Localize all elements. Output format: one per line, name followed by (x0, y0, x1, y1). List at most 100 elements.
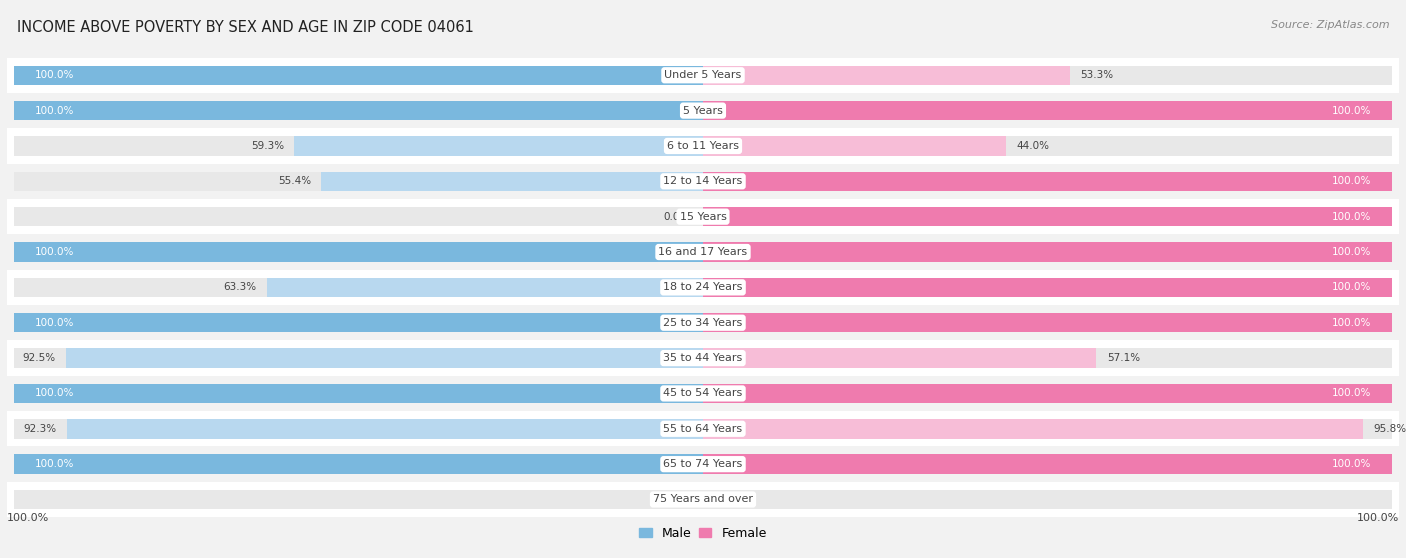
Bar (703, 384, 1392, 403)
Text: Source: ZipAtlas.com: Source: ZipAtlas.com (1271, 20, 1389, 30)
Bar (7, 376, 1399, 411)
Bar (7, 163, 1399, 199)
Bar (7, 340, 1399, 376)
Text: INCOME ABOVE POVERTY BY SEX AND AGE IN ZIP CODE 04061: INCOME ABOVE POVERTY BY SEX AND AGE IN Z… (17, 20, 474, 35)
Bar (14, 242, 703, 262)
Text: 92.5%: 92.5% (22, 353, 55, 363)
Bar (294, 136, 703, 156)
Bar (7, 93, 1399, 128)
Bar (703, 136, 1392, 156)
Text: 18 to 24 Years: 18 to 24 Years (664, 282, 742, 292)
Bar (703, 101, 1392, 121)
Text: 100.0%: 100.0% (35, 247, 75, 257)
Bar (14, 172, 703, 191)
Bar (14, 101, 703, 121)
Bar (7, 446, 1399, 482)
Text: 35 to 44 Years: 35 to 44 Years (664, 353, 742, 363)
Text: 75 Years and over: 75 Years and over (652, 494, 754, 504)
Bar (7, 305, 1399, 340)
Text: 45 to 54 Years: 45 to 54 Years (664, 388, 742, 398)
Bar (14, 348, 703, 368)
Bar (703, 454, 1392, 474)
Bar (703, 136, 1007, 156)
Text: Under 5 Years: Under 5 Years (665, 70, 741, 80)
Bar (703, 348, 1392, 368)
Bar (14, 419, 703, 439)
Text: 0.0%: 0.0% (717, 494, 742, 504)
Bar (267, 278, 703, 297)
Text: 100.0%: 100.0% (7, 513, 49, 523)
Text: 0.0%: 0.0% (664, 494, 689, 504)
Text: 25 to 34 Years: 25 to 34 Years (664, 318, 742, 328)
Text: 44.0%: 44.0% (1017, 141, 1049, 151)
Bar (14, 454, 703, 474)
Bar (14, 278, 703, 297)
Bar (703, 348, 1097, 368)
Text: 100.0%: 100.0% (1331, 211, 1371, 222)
Bar (703, 454, 1392, 474)
Text: 100.0%: 100.0% (1331, 176, 1371, 186)
Text: 53.3%: 53.3% (1081, 70, 1114, 80)
Text: 55.4%: 55.4% (278, 176, 311, 186)
Bar (703, 278, 1392, 297)
Text: 100.0%: 100.0% (35, 70, 75, 80)
Bar (703, 419, 1392, 439)
Bar (14, 65, 703, 85)
Bar (14, 384, 703, 403)
Bar (321, 172, 703, 191)
Bar (7, 270, 1399, 305)
Bar (703, 172, 1392, 191)
Bar (14, 454, 703, 474)
Text: 63.3%: 63.3% (224, 282, 256, 292)
Bar (14, 101, 703, 121)
Text: 100.0%: 100.0% (35, 388, 75, 398)
Bar (703, 172, 1392, 191)
Bar (14, 313, 703, 333)
Bar (703, 65, 1070, 85)
Text: 57.1%: 57.1% (1107, 353, 1140, 363)
Bar (703, 278, 1392, 297)
Text: 95.8%: 95.8% (1374, 424, 1406, 434)
Text: 92.3%: 92.3% (24, 424, 56, 434)
Text: 100.0%: 100.0% (1331, 459, 1371, 469)
Bar (14, 490, 703, 509)
Text: 100.0%: 100.0% (1357, 513, 1399, 523)
Text: 100.0%: 100.0% (1331, 105, 1371, 116)
Text: 100.0%: 100.0% (35, 105, 75, 116)
Text: 100.0%: 100.0% (1331, 318, 1371, 328)
Bar (7, 234, 1399, 270)
Text: 100.0%: 100.0% (1331, 388, 1371, 398)
Text: 6 to 11 Years: 6 to 11 Years (666, 141, 740, 151)
Text: 15 Years: 15 Years (679, 211, 727, 222)
Bar (14, 136, 703, 156)
Bar (703, 490, 1392, 509)
Bar (703, 65, 1392, 85)
Text: 16 and 17 Years: 16 and 17 Years (658, 247, 748, 257)
Text: 5 Years: 5 Years (683, 105, 723, 116)
Text: 100.0%: 100.0% (1331, 247, 1371, 257)
Text: 59.3%: 59.3% (250, 141, 284, 151)
Bar (703, 207, 1392, 227)
Bar (703, 242, 1392, 262)
Bar (14, 242, 703, 262)
Bar (703, 313, 1392, 333)
Text: 100.0%: 100.0% (35, 459, 75, 469)
Bar (67, 419, 703, 439)
Text: 0.0%: 0.0% (664, 211, 689, 222)
Bar (7, 411, 1399, 446)
Bar (7, 199, 1399, 234)
Bar (703, 313, 1392, 333)
Text: 100.0%: 100.0% (35, 318, 75, 328)
Text: 100.0%: 100.0% (1331, 282, 1371, 292)
Bar (14, 65, 703, 85)
Bar (7, 57, 1399, 93)
Bar (703, 207, 1392, 227)
Bar (14, 207, 703, 227)
Text: 65 to 74 Years: 65 to 74 Years (664, 459, 742, 469)
Bar (7, 128, 1399, 163)
Bar (703, 101, 1392, 121)
Bar (66, 348, 703, 368)
Bar (703, 384, 1392, 403)
Bar (703, 419, 1364, 439)
Bar (14, 313, 703, 333)
